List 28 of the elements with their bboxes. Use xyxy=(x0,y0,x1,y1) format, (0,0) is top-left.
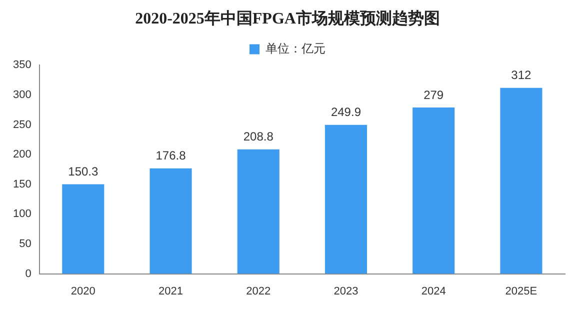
x-tick-label: 2022 xyxy=(246,285,271,298)
x-tick-label: 2021 xyxy=(158,285,184,298)
y-tick-label: 300 xyxy=(12,89,32,102)
bar xyxy=(237,149,280,274)
data-label: 208.8 xyxy=(243,130,274,144)
y-tick-label: 200 xyxy=(12,148,32,161)
y-tick-label: 350 xyxy=(12,59,32,72)
x-tick-label: 2023 xyxy=(334,285,358,298)
y-tick-label: 150 xyxy=(12,178,32,190)
data-label: 150.3 xyxy=(68,164,98,179)
data-label: 249.9 xyxy=(330,105,362,120)
y-tick-label: 250 xyxy=(12,118,32,131)
bar xyxy=(412,108,455,274)
data-label: 312 xyxy=(511,68,532,82)
legend-label: 单位：亿元 xyxy=(266,42,326,56)
data-label: 279 xyxy=(424,88,444,102)
x-tick-label: 2025E xyxy=(505,285,538,298)
bar xyxy=(62,184,104,274)
bar xyxy=(324,124,368,274)
x-tick-label: 2024 xyxy=(421,285,446,298)
chart-title: 2020-2025年中国FPGA市场规模预测趋势图 xyxy=(135,10,440,28)
data-label: 176.8 xyxy=(156,148,186,163)
x-tick-label: 2020 xyxy=(70,285,96,298)
y-tick-label: 100 xyxy=(12,208,32,220)
y-tick-label: 50 xyxy=(19,238,32,250)
y-tick-label: 0 xyxy=(25,268,32,280)
bar xyxy=(500,88,542,274)
bar xyxy=(150,168,192,274)
